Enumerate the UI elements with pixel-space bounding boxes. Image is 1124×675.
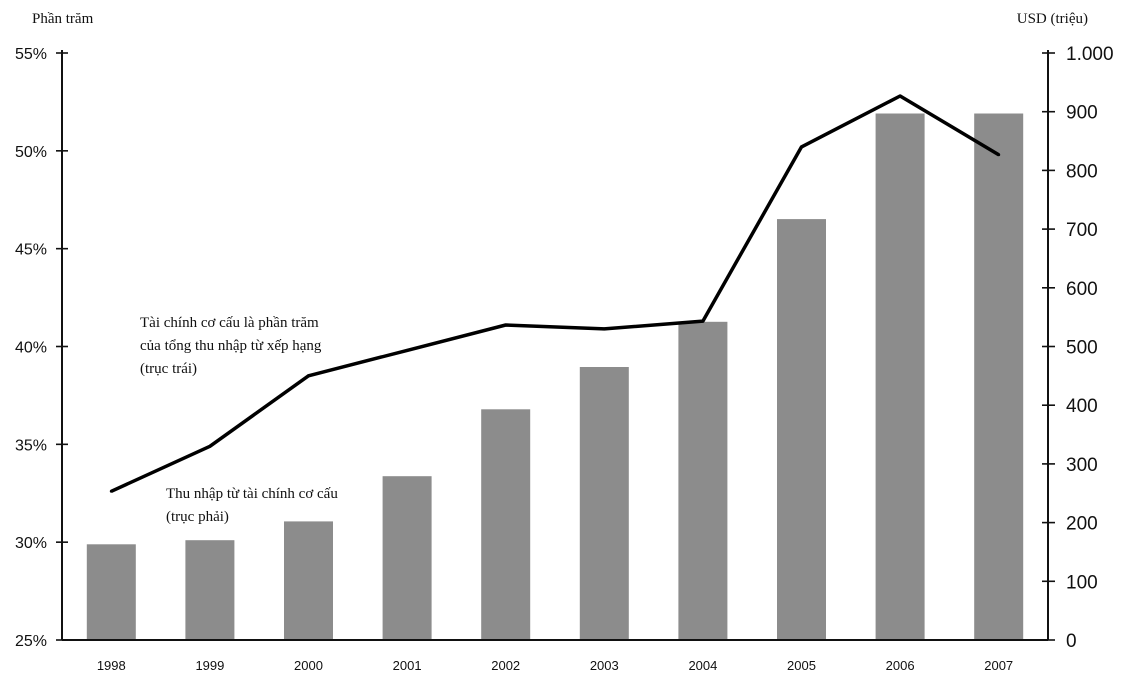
x-tick-label: 2000	[294, 658, 323, 673]
left-tick-label: 25%	[15, 633, 47, 650]
right-tick-label: 900	[1066, 103, 1098, 124]
line-series-annotation: Tài chính cơ cấu là phần trăm của tổng t…	[140, 315, 325, 377]
left-tick-label: 30%	[15, 535, 47, 552]
right-tick-label: 1.000	[1066, 44, 1114, 65]
left-tick-label: 35%	[15, 437, 47, 454]
right-ticks-group: 0 100 200 300 400 500 600 700 800 900 1.000	[1042, 44, 1114, 652]
bar-1999	[185, 540, 235, 640]
right-tick-label: 400	[1066, 396, 1098, 417]
line-series	[110, 94, 1000, 493]
x-tick-label: 2002	[491, 658, 520, 673]
line-group	[109, 94, 1001, 493]
x-tick-label: 2005	[787, 658, 816, 673]
line-point-2007	[997, 153, 1001, 157]
line-point-1999	[208, 444, 212, 448]
right-tick-label: 300	[1066, 455, 1098, 476]
line-annotation-line-2: của tổng thu nhập từ xếp hạng	[140, 338, 322, 354]
left-axis-title: Phần trăm	[32, 11, 94, 27]
bar-2003	[579, 367, 629, 640]
right-tick-label: 500	[1066, 338, 1098, 359]
line-annotation-line-3: (trục trái)	[140, 361, 197, 377]
line-point-2003	[602, 327, 606, 331]
left-tick-label: 40%	[15, 340, 47, 357]
x-tick-label: 2007	[984, 658, 1013, 673]
right-tick-label: 100	[1066, 572, 1098, 593]
bar-2005	[777, 219, 826, 640]
line-point-2004	[701, 319, 705, 323]
bar-2007	[974, 113, 1024, 640]
bar-2004	[678, 321, 728, 640]
x-tick-label: 2006	[886, 658, 915, 673]
right-tick-label: 200	[1066, 514, 1098, 535]
x-tick-label: 2004	[688, 658, 717, 673]
bar-2002	[481, 409, 531, 640]
line-point-1998	[109, 489, 113, 493]
bar-series-annotation: Thu nhập từ tài chính cơ cấu (trục phải)	[166, 486, 342, 525]
line-annotation-line-1: Tài chính cơ cấu là phần trăm	[140, 315, 319, 331]
bar-annotation-line-2: (trục phải)	[166, 509, 229, 525]
right-tick-label: 800	[1066, 161, 1098, 182]
x-tick-label: 2001	[393, 658, 422, 673]
line-point-2002	[504, 323, 508, 327]
left-tick-label: 45%	[15, 242, 47, 259]
x-ticks-group: 1998 1999 2000 2001 2002 2003 2004 2005 2006 2007	[97, 658, 1013, 673]
right-axis-title: USD (triệu)	[1017, 11, 1088, 27]
line-point-2006	[898, 94, 902, 98]
bar-2000	[284, 521, 333, 640]
line-point-2005	[800, 145, 803, 149]
bar-annotation-line-1: Thu nhập từ tài chính cơ cấu	[166, 486, 338, 502]
x-tick-label: 1999	[195, 658, 224, 673]
right-tick-label: 600	[1066, 279, 1098, 300]
bars-group	[86, 113, 1024, 640]
left-ticks-group: 25% 30% 35% 40% 45% 50% 55%	[15, 46, 68, 650]
line-point-2001	[405, 348, 409, 352]
left-tick-label: 55%	[15, 46, 47, 63]
bar-2006	[875, 113, 925, 640]
right-tick-label: 0	[1066, 631, 1077, 652]
x-tick-label: 1998	[97, 658, 126, 673]
bar-1998	[86, 544, 136, 640]
x-tick-label: 2003	[590, 658, 619, 673]
bar-2001	[382, 476, 432, 640]
right-tick-label: 700	[1066, 220, 1098, 241]
left-tick-label: 50%	[15, 144, 47, 161]
line-point-2000	[307, 374, 310, 378]
